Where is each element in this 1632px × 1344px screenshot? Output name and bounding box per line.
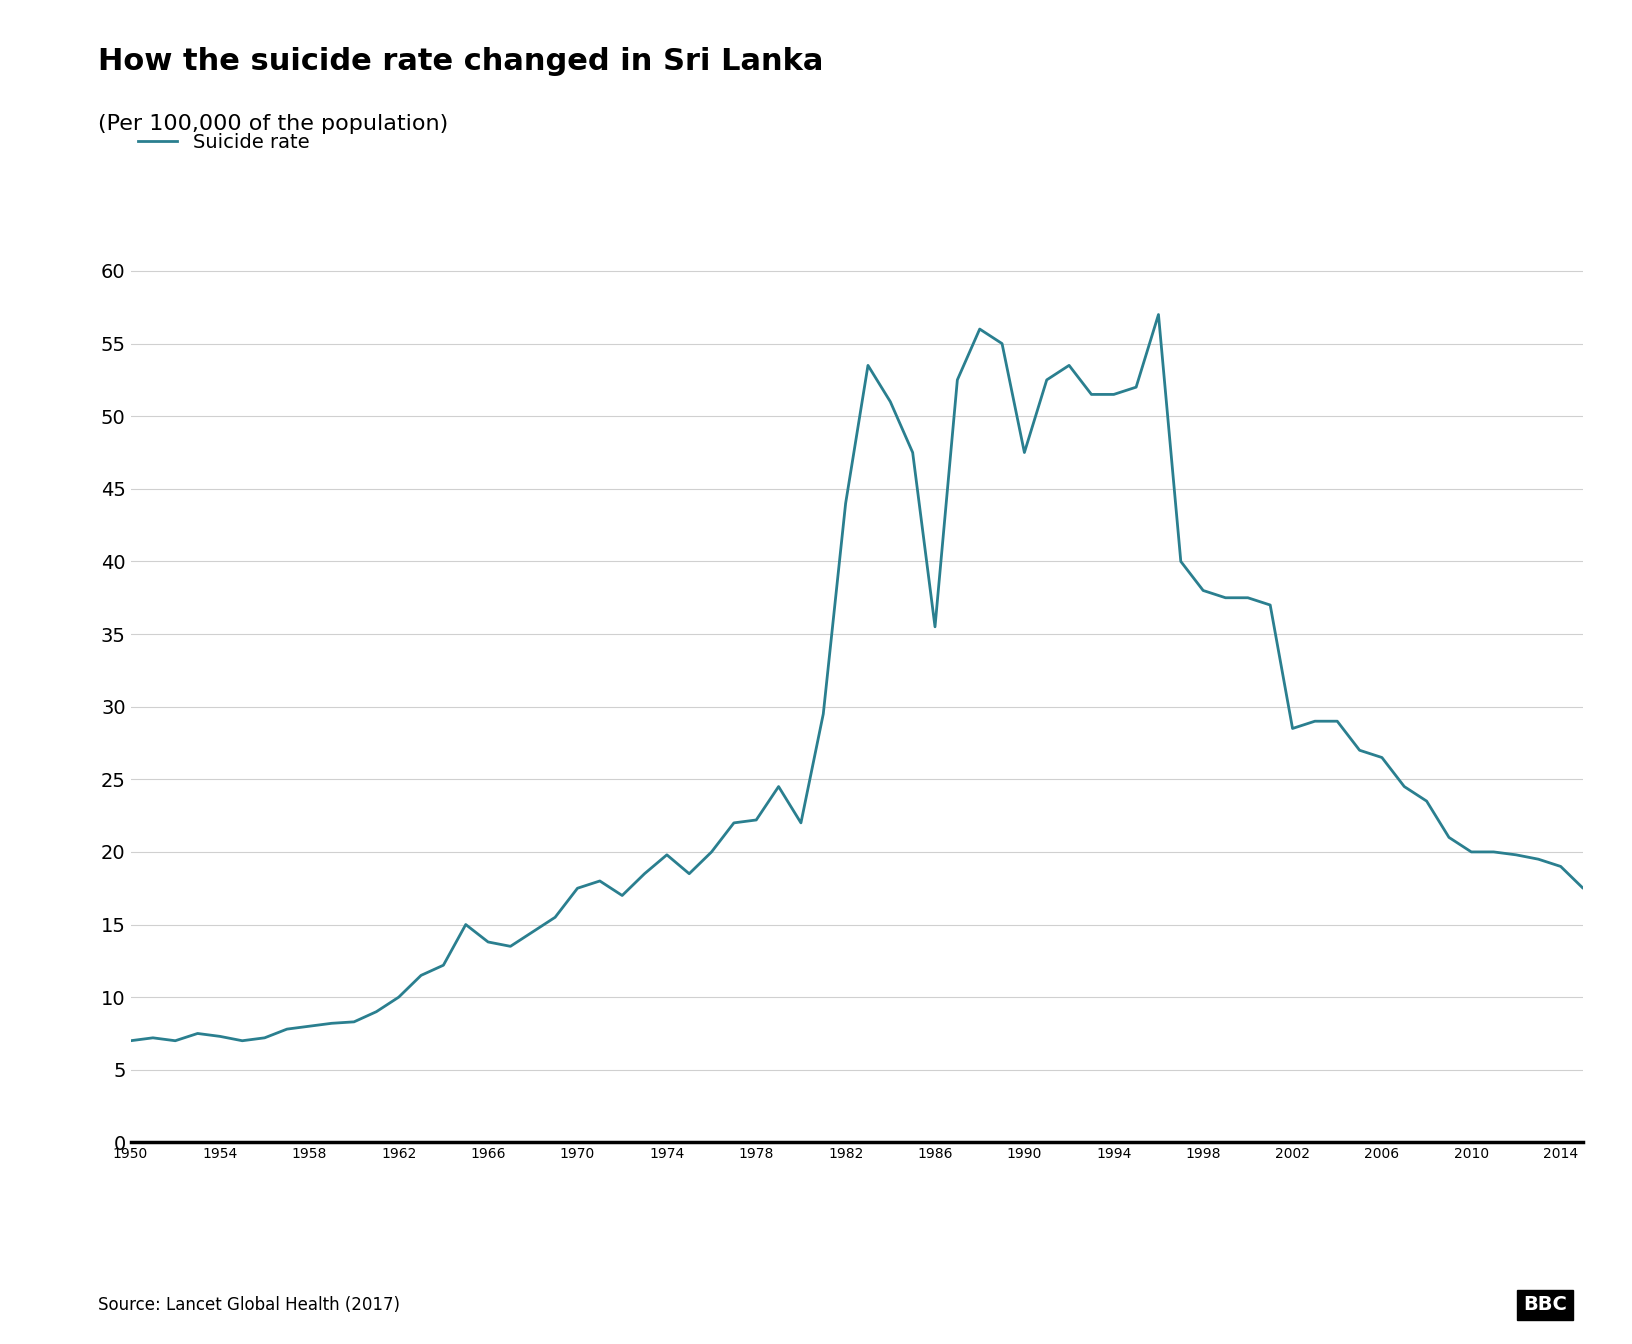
Text: How the suicide rate changed in Sri Lanka: How the suicide rate changed in Sri Lank… [98, 47, 823, 77]
Legend: Suicide rate: Suicide rate [131, 125, 317, 160]
Text: (Per 100,000 of the population): (Per 100,000 of the population) [98, 114, 449, 134]
Text: Source: Lancet Global Health (2017): Source: Lancet Global Health (2017) [98, 1297, 400, 1314]
Text: BBC: BBC [1523, 1296, 1567, 1314]
